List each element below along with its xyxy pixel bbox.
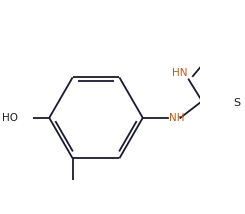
Text: HO: HO (2, 113, 18, 123)
Text: NH: NH (170, 113, 185, 123)
Text: HN: HN (172, 68, 188, 78)
Text: S: S (233, 98, 240, 108)
